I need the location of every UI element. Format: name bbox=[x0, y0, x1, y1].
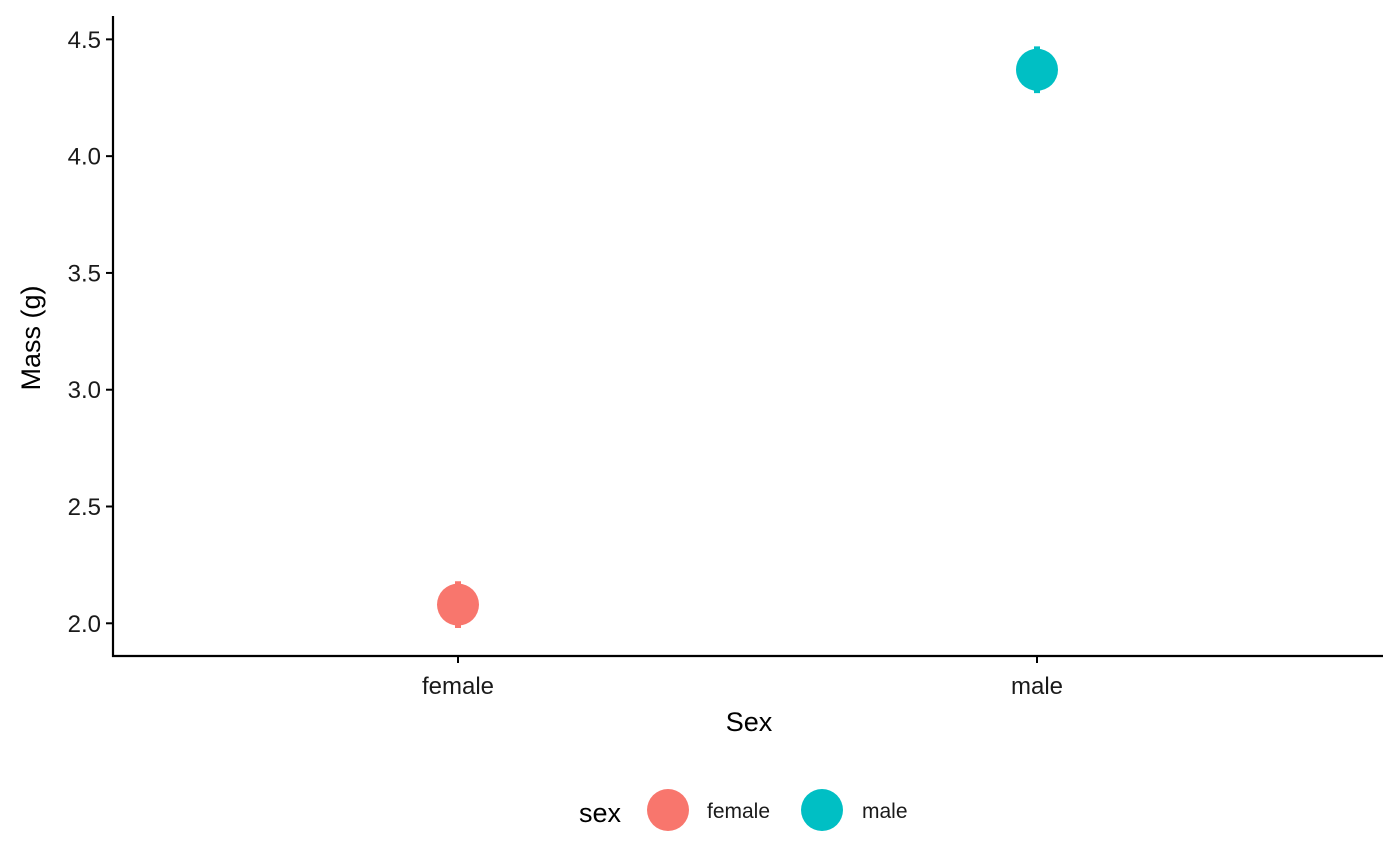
legend-title: sex bbox=[579, 798, 622, 828]
y-axis-title: Mass (g) bbox=[16, 285, 46, 390]
data-point-male bbox=[1016, 48, 1058, 91]
y-tick-label: 3.0 bbox=[68, 377, 101, 404]
legend-label-female: female bbox=[707, 800, 770, 823]
x-axis-ticks: female male bbox=[422, 656, 1063, 700]
legend-label-male: male bbox=[862, 800, 908, 823]
data-point-female bbox=[437, 583, 479, 626]
legend-key-male bbox=[801, 789, 843, 831]
x-tick-label: female bbox=[422, 673, 494, 700]
x-tick-label: male bbox=[1011, 673, 1063, 700]
x-axis-title: Sex bbox=[726, 707, 773, 737]
y-tick-label: 4.5 bbox=[68, 27, 101, 54]
y-tick-label: 3.5 bbox=[68, 260, 101, 287]
data-marks bbox=[437, 46, 1058, 628]
y-tick-label: 4.0 bbox=[68, 144, 101, 171]
y-tick-label: 2.5 bbox=[68, 494, 101, 521]
y-axis-ticks: 2.0 2.5 3.0 3.5 4.0 4.5 bbox=[68, 27, 113, 638]
y-tick-label: 2.0 bbox=[68, 611, 101, 638]
legend-entries: female male bbox=[647, 789, 908, 831]
legend: sex female male bbox=[579, 789, 908, 831]
legend-key-female bbox=[647, 789, 689, 831]
